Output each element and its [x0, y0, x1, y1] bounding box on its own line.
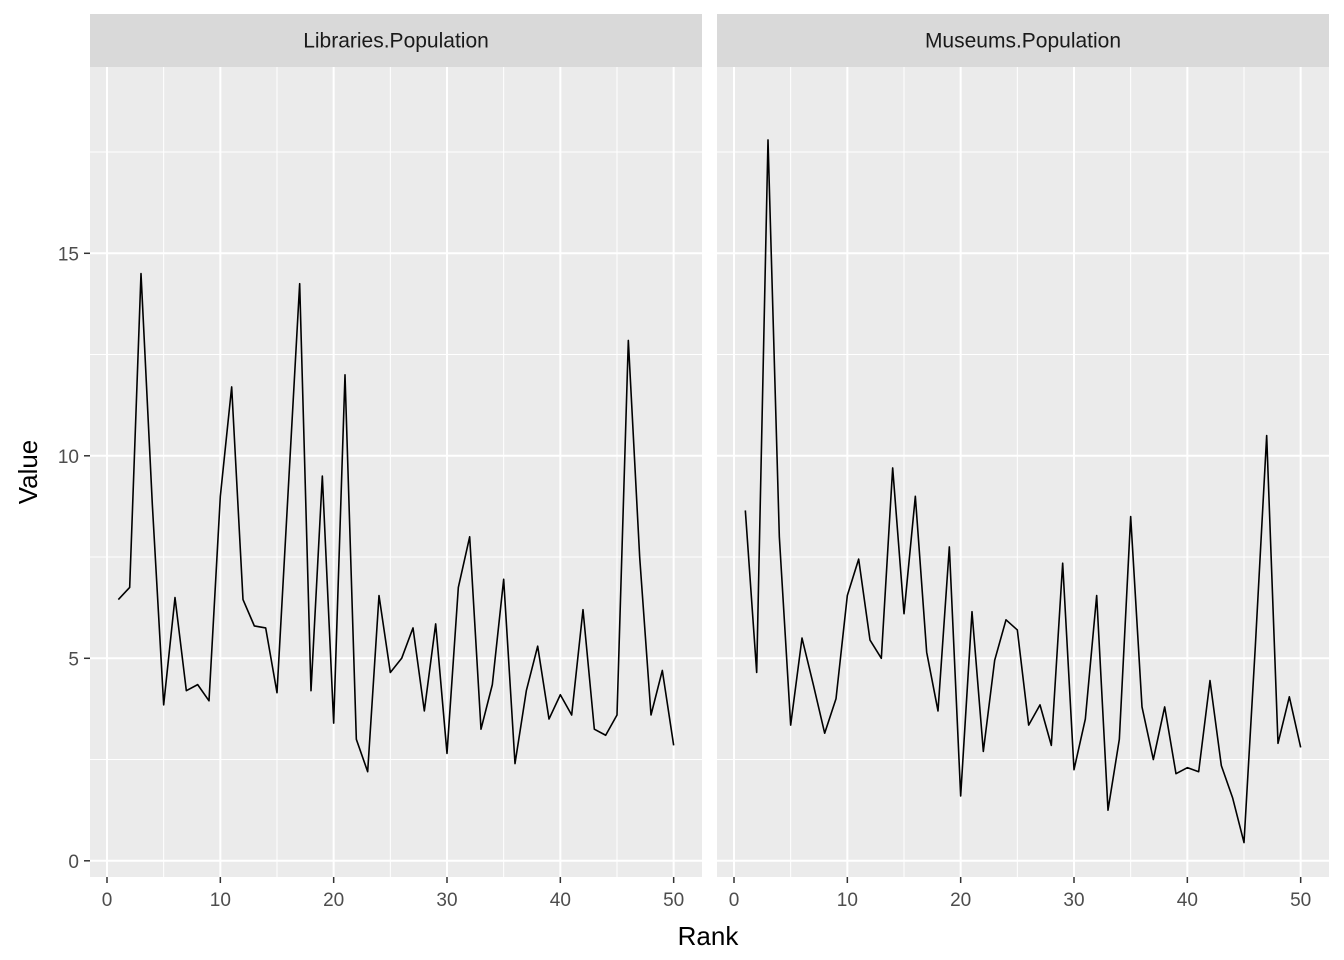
y-tick-label: 10 — [58, 447, 79, 468]
x-tick-label: 10 — [837, 890, 858, 911]
x-tick-label: 30 — [1063, 890, 1084, 911]
x-tick-label: 50 — [1290, 890, 1311, 911]
y-axis: 0 5 10 15 — [58, 244, 90, 873]
facet-strip-label: Museums.Population — [925, 30, 1121, 53]
x-tick-label: 40 — [1177, 890, 1198, 911]
panels-layer: Libraries.Population Museums.Population — [90, 14, 1329, 877]
x-tick-label: 0 — [729, 890, 740, 911]
panel-background — [717, 67, 1329, 877]
facet-panel: Libraries.Population — [90, 14, 702, 877]
facet-strip — [717, 14, 1329, 67]
x-tick-label: 20 — [323, 890, 344, 911]
x-axis-title: Rank — [678, 921, 740, 951]
x-axis: 0 10 20 30 40 50 0 10 20 30 40 50 — [102, 877, 1311, 911]
panel-background — [90, 67, 702, 877]
series-line — [117, 272, 675, 773]
y-axis-title: Value — [13, 440, 43, 505]
y-tick-label: 0 — [68, 852, 79, 873]
series-line — [744, 139, 1302, 844]
facet-strip-label: Libraries.Population — [303, 30, 489, 53]
y-tick-label: 5 — [68, 649, 79, 670]
y-tick-label: 15 — [58, 244, 79, 265]
x-tick-label: 50 — [663, 890, 684, 911]
facet-panel: Museums.Population — [717, 14, 1329, 877]
x-tick-label: 10 — [210, 890, 231, 911]
x-tick-label: 0 — [102, 890, 113, 911]
facet-strip — [90, 14, 702, 67]
x-tick-label: 20 — [950, 890, 971, 911]
x-tick-label: 40 — [550, 890, 571, 911]
x-tick-label: 30 — [436, 890, 457, 911]
